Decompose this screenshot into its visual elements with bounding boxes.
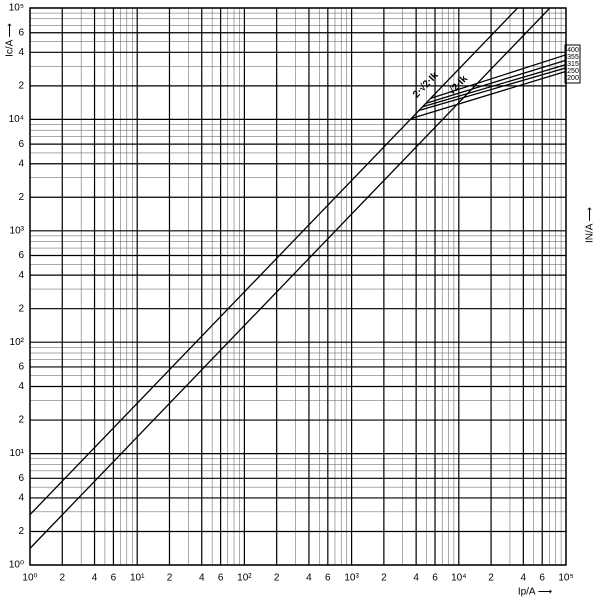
y-tick-label: 4 — [18, 493, 24, 504]
y-tick-label: 10⁰ — [9, 560, 24, 571]
x-tick-label: 10³ — [344, 573, 359, 584]
x-tick-label: 6 — [325, 573, 331, 584]
x-tick-label: 4 — [306, 573, 312, 584]
y-axis-label: Ic/A ⟶ — [5, 23, 16, 57]
y-tick-label: 6 — [18, 473, 24, 484]
y-tick-label: 10⁵ — [9, 3, 24, 14]
x-tick-label: 2 — [381, 573, 387, 584]
x-tick-label: 4 — [199, 573, 205, 584]
y-tick-label: 2 — [18, 415, 24, 426]
x-tick-label: 10² — [237, 573, 252, 584]
x-tick-label: 2 — [488, 573, 494, 584]
series-line — [29, 7, 519, 516]
plot-border — [29, 7, 567, 566]
x-tick-label: 10⁵ — [558, 573, 573, 584]
x-tick-label: 2 — [274, 573, 280, 584]
x-tick-label: 4 — [413, 573, 419, 584]
y-tick-label: 10² — [10, 337, 25, 348]
legend-label: 355 — [567, 54, 579, 61]
y-tick-label: 10¹ — [10, 448, 25, 459]
y-tick-label: 4 — [18, 47, 24, 58]
series-line — [418, 67, 567, 112]
legend-label: 400 — [567, 47, 579, 54]
series-line — [411, 70, 567, 120]
y2-axis-label: IN/A ⟶ — [585, 207, 596, 243]
legend-label: 315 — [567, 61, 579, 68]
series-line — [422, 64, 567, 108]
x-tick-label: 6 — [111, 573, 117, 584]
legend-box — [564, 44, 581, 84]
y-tick-label: 2 — [18, 81, 24, 92]
y-tick-label: 2 — [18, 303, 24, 314]
y-tick-label: 4 — [18, 270, 24, 281]
y-tick-label: 10³ — [10, 225, 25, 236]
x-tick-label: 6 — [432, 573, 438, 584]
y-tick-label: 6 — [18, 27, 24, 38]
series-line — [430, 54, 567, 99]
series-line — [426, 59, 567, 104]
x-tick-label: 10⁴ — [451, 573, 466, 584]
x-tick-label: 4 — [92, 573, 98, 584]
x-tick-label: 6 — [539, 573, 545, 584]
y-tick-label: 6 — [18, 250, 24, 261]
x-tick-label: 2 — [167, 573, 173, 584]
y-tick-label: 6 — [18, 139, 24, 150]
y-tick-label: 2 — [18, 192, 24, 203]
y-tick-label: 4 — [18, 381, 24, 392]
y-tick-label: 2 — [18, 526, 24, 537]
y-tick-label: 6 — [18, 362, 24, 373]
x-axis-label: Ip/A ⟶ — [518, 587, 552, 598]
legend-label: 250 — [567, 68, 579, 75]
x-tick-label: 6 — [218, 573, 224, 584]
legend-label: 200 — [567, 75, 579, 82]
x-tick-label: 10¹ — [130, 573, 145, 584]
x-tick-label: 10⁰ — [22, 573, 37, 584]
y-tick-label: 10⁴ — [9, 114, 24, 125]
x-tick-label: 4 — [521, 573, 527, 584]
x-tick-label: 2 — [59, 573, 65, 584]
y-tick-label: 4 — [18, 158, 24, 169]
